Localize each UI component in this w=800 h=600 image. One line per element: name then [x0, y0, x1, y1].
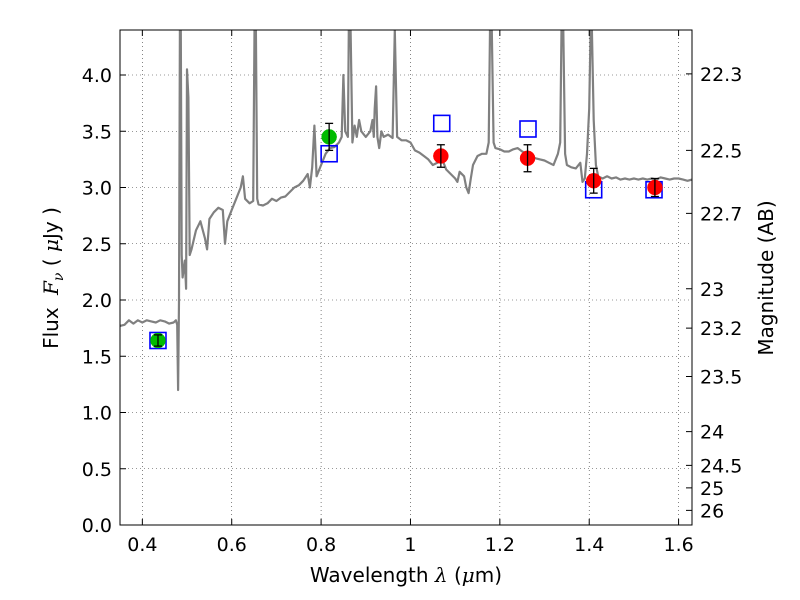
model-square-marker [432, 114, 451, 133]
x-tick-label: 1.4 [574, 534, 604, 556]
plot-area [120, 30, 692, 392]
x-tick-label: 1 [404, 534, 416, 556]
y2-tick-label: 23.5 [700, 367, 742, 389]
y-tick-label: 3.5 [82, 121, 112, 143]
y2-tick-label: 24 [700, 422, 724, 444]
y2-tick-label: 22.7 [700, 203, 742, 225]
y2-tick-label: 25 [700, 478, 724, 500]
x-tick-label: 1.2 [485, 534, 515, 556]
y-axis-title: Flux Fν ( μJy ) [39, 207, 67, 349]
y-tick-label: 1.0 [82, 403, 112, 425]
axis-ticks: 0.4 0.6 0.8 1 1.2 1.4 1.6 0.0 0.5 1.0 1.5 2.0 2.5 3.0… [82, 30, 742, 556]
y2-tick-label: 26 [700, 500, 724, 522]
y2-tick-label: 23 [700, 279, 724, 301]
model-square-marker [519, 120, 537, 138]
y2-tick-label: 22.5 [700, 140, 742, 162]
y2-tick-label: 24.5 [700, 455, 742, 477]
x-axis-title: Wavelength λ (μm) [310, 563, 502, 587]
plot-frame [119, 29, 693, 526]
x-tick-label: 0.8 [306, 534, 336, 556]
y-tick-label: 1.5 [82, 346, 112, 368]
spectrum-line [120, 30, 692, 392]
y-tick-label: 0.5 [82, 459, 112, 481]
y-tick-label: 3.0 [82, 178, 112, 200]
x-tick-label: 0.4 [127, 534, 157, 556]
y-tick-label: 2.0 [82, 290, 112, 312]
grid [120, 30, 692, 525]
y2-tick-label: 23.2 [700, 318, 742, 340]
y2-tick-label: 22.3 [700, 64, 742, 86]
model-square-marker [149, 331, 167, 350]
x-tick-label: 1.6 [663, 534, 693, 556]
x-tick-label: 0.6 [217, 534, 247, 556]
y-tick-label: 4.0 [82, 65, 112, 87]
y-tick-label: 2.5 [82, 234, 112, 256]
y-tick-label: 0.0 [82, 515, 112, 537]
y2-axis-title: Magnitude (AB) [754, 200, 778, 355]
